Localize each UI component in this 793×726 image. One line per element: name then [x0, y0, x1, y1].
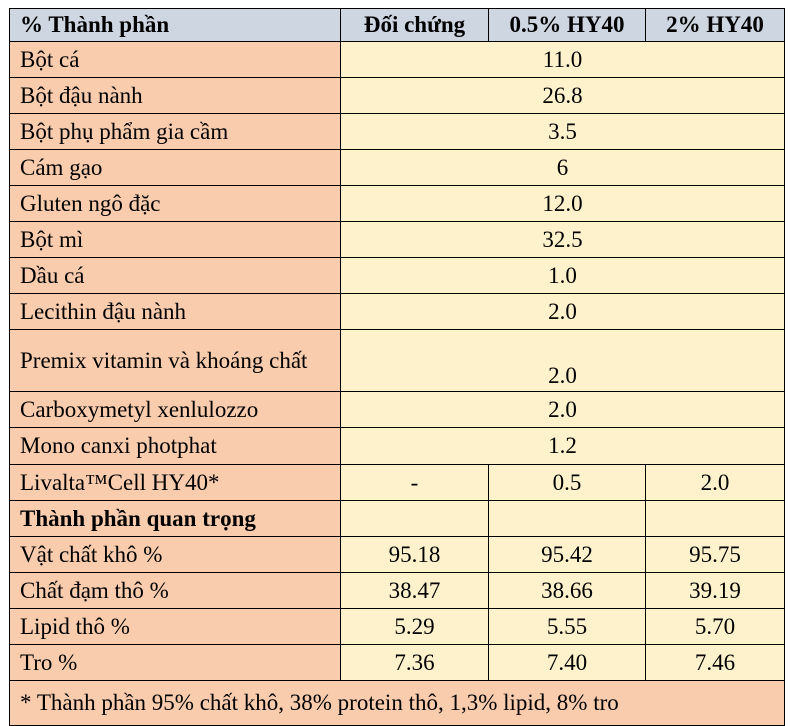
value-hy40-0-5: 5.55	[488, 608, 646, 645]
value-hy40-0-5: 0.5	[488, 464, 646, 501]
value-control: 38.47	[340, 572, 489, 609]
row-value: 6	[340, 149, 785, 186]
header-row: % Thành phần Đối chứng 0.5% HY40 2% HY40	[9, 8, 785, 42]
empty-cell	[340, 500, 489, 537]
footnote: * Thành phần 95% chất khô, 38% protein t…	[9, 680, 785, 726]
row-label: Gluten ngô đặc	[9, 185, 341, 222]
table-row: Vật chất khô % 95.18 95.42 95.75	[9, 536, 785, 573]
header-hy40-0-5: 0.5% HY40	[488, 8, 646, 42]
row-value: 12.0	[340, 185, 785, 222]
row-value: 32.5	[340, 221, 785, 258]
feed-composition-table: % Thành phần Đối chứng 0.5% HY40 2% HY40…	[9, 8, 785, 726]
row-label: Bột đậu nành	[9, 77, 341, 114]
section-row: Thành phần quan trọng	[9, 500, 785, 537]
section-title: Thành phần quan trọng	[9, 500, 341, 537]
row-label: Bột cá	[9, 41, 341, 78]
table-row: Chất đạm thô % 38.47 38.66 39.19	[9, 572, 785, 609]
value-hy40-2: 95.75	[645, 536, 785, 573]
row-label: Cám gạo	[9, 149, 341, 186]
header-hy40-2: 2% HY40	[645, 8, 785, 42]
table-row: Lipid thô % 5.29 5.55 5.70	[9, 608, 785, 645]
empty-cell	[488, 500, 646, 537]
table-row: Bột phụ phẩm gia cầm 3.5	[9, 113, 785, 150]
row-label: Carboxymetyl xenlulozzo	[9, 391, 341, 428]
table-row: Mono canxi photphat 1.2	[9, 427, 785, 465]
table-row: Bột đậu nành 26.8	[9, 77, 785, 114]
value-hy40-0-5: 7.40	[488, 644, 646, 681]
row-label: Lipid thô %	[9, 608, 341, 645]
row-label: Livalta™Cell HY40*	[9, 464, 341, 501]
value-control: 95.18	[340, 536, 489, 573]
row-value: 11.0	[340, 41, 785, 78]
value-hy40-2: 39.19	[645, 572, 785, 609]
row-label: Tro %	[9, 644, 341, 681]
value-hy40-2: 2.0	[645, 464, 785, 501]
row-value: 26.8	[340, 77, 785, 114]
table-row: Cám gạo 6	[9, 149, 785, 186]
row-label: Premix vitamin và khoáng chất	[9, 329, 341, 392]
table-row: Lecithin đậu nành 2.0	[9, 293, 785, 330]
row-value: 1.0	[340, 257, 785, 294]
table-row: Bột cá 11.0	[9, 41, 785, 78]
table-row: Tro % 7.36 7.40 7.46	[9, 644, 785, 681]
row-label: Bột mì	[9, 221, 341, 258]
table-row: Gluten ngô đặc 12.0	[9, 185, 785, 222]
table-row: Carboxymetyl xenlulozzo 2.0	[9, 391, 785, 428]
value-hy40-0-5: 38.66	[488, 572, 646, 609]
table-row: Dầu cá 1.0	[9, 257, 785, 294]
value-hy40-2: 5.70	[645, 608, 785, 645]
row-label: Lecithin đậu nành	[9, 293, 341, 330]
table-row: Bột mì 32.5	[9, 221, 785, 258]
value-hy40-0-5: 95.42	[488, 536, 646, 573]
value-control: -	[340, 464, 489, 501]
empty-cell	[645, 500, 785, 537]
value-control: 7.36	[340, 644, 489, 681]
row-value: 3.5	[340, 113, 785, 150]
row-label: Chất đạm thô %	[9, 572, 341, 609]
header-ingredient: % Thành phần	[9, 8, 341, 42]
row-value: 2.0	[340, 391, 785, 428]
feed-composition-table-container: % Thành phần Đối chứng 0.5% HY40 2% HY40…	[9, 8, 785, 726]
value-hy40-2: 7.46	[645, 644, 785, 681]
row-label: Mono canxi photphat	[9, 427, 341, 465]
row-label: Vật chất khô %	[9, 536, 341, 573]
row-value: 1.2	[340, 427, 785, 465]
table-row: Premix vitamin và khoáng chất 2.0	[9, 329, 785, 392]
row-value: 2.0	[340, 329, 785, 392]
row-label: Bột phụ phẩm gia cầm	[9, 113, 341, 150]
row-label: Dầu cá	[9, 257, 341, 294]
row-value: 2.0	[340, 293, 785, 330]
value-control: 5.29	[340, 608, 489, 645]
footnote-row: * Thành phần 95% chất khô, 38% protein t…	[9, 680, 785, 726]
header-control: Đối chứng	[340, 8, 489, 42]
livalta-row: Livalta™Cell HY40* - 0.5 2.0	[9, 464, 785, 501]
